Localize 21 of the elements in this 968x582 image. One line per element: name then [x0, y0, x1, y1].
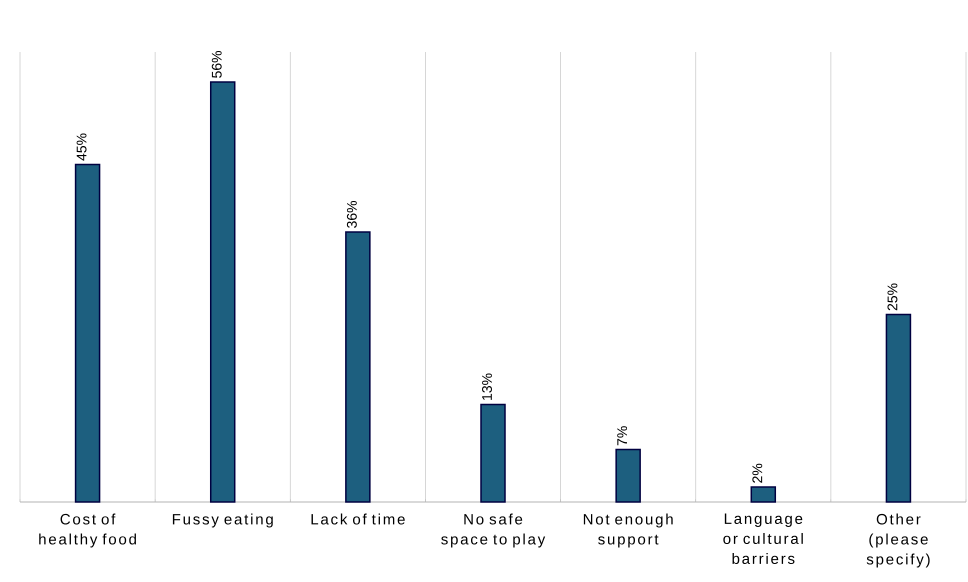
bar	[345, 231, 371, 503]
bar	[886, 314, 912, 503]
x-tick-label: Other (please specify)	[866, 514, 930, 568]
bar	[750, 486, 776, 503]
x-tick-label: No safe space to play	[441, 514, 546, 548]
data-label: 36%	[346, 200, 357, 228]
x-tick-label: Cost of healthy food	[39, 514, 136, 548]
x-tick-label: Language or cultural barriers	[723, 514, 803, 564]
bar	[74, 164, 100, 503]
bar	[480, 404, 506, 503]
data-label: 13%	[482, 373, 492, 400]
x-tick-label: Lack of time	[312, 514, 405, 525]
data-label: 45%	[76, 133, 87, 161]
data-label: 25%	[887, 283, 898, 310]
data-label: 2%	[752, 464, 762, 483]
x-tick-label: Not enough support	[584, 514, 673, 548]
x-tick-label: Fussy eating	[172, 514, 273, 528]
bar	[615, 448, 641, 503]
bar	[210, 81, 236, 503]
data-label: 56%	[212, 50, 222, 78]
data-label: 7%	[617, 426, 628, 446]
